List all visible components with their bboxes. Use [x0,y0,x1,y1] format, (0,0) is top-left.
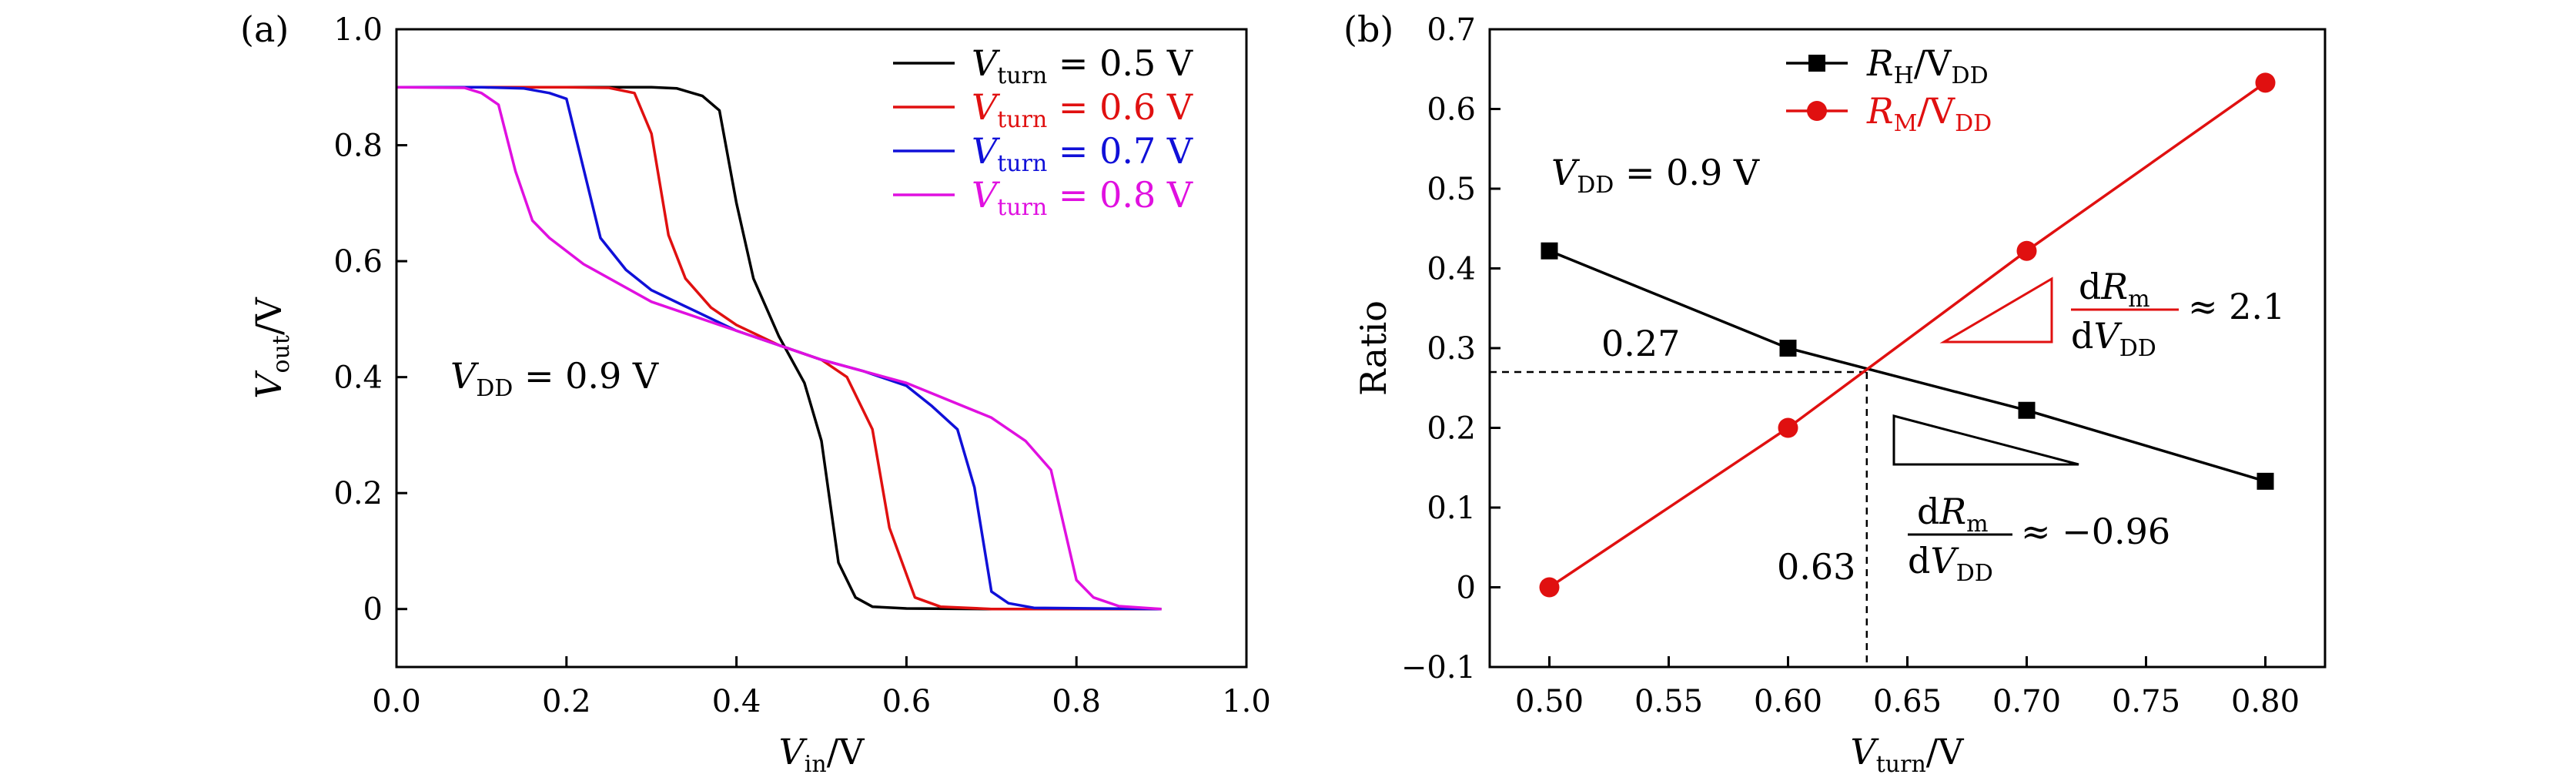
panel-b-xtick-label: 0.50 [1515,684,1584,719]
panel-b-point-square [2257,472,2274,490]
panel-b-series-line-1 [1548,250,2266,483]
panel-a: (a) 0.0 0.2 0.4 0.6 0.8 1.0 0 0.2 0.4 0.6 0.8 1.0 V… [240,8,1271,778]
panel-b-ytick-label: 0.4 [1427,252,1476,287]
panel-b-xtick-label: 0.65 [1873,684,1942,719]
panel-b-xtick-label: 0.55 [1634,684,1703,719]
panel-a-legend-entry: Vturn = 0.7 V [972,130,1193,177]
panel-b-ytick-label: 0.1 [1427,491,1476,526]
panel-b-point-square [1541,242,1558,260]
panel-b-legend-marker [1807,101,1827,121]
panel-b-ylabel: Ratio [1353,300,1394,396]
panel-b-xtick-label: 0.80 [2231,684,2300,719]
svg-text:dRm: dRm [1917,491,1989,538]
panel-a-legend-entry: Vturn = 0.5 V [972,42,1193,89]
panel-b-point-circle [1539,577,1560,598]
panel-a-ytick-label: 0.8 [333,129,383,164]
panel-b-ytick-label: 0.6 [1427,92,1476,128]
panel-a-xtick-label: 0.8 [1052,684,1101,719]
panel-a-series [396,85,1162,611]
panel-b-ytick-label: 0.5 [1427,172,1476,207]
panel-b-ytick-label: 0.7 [1427,12,1476,48]
panel-a-frame [395,28,1248,669]
panel-a-ytick-label: 0.4 [333,360,383,396]
panel-a-ylabel: Vout/V [248,297,295,399]
panel-b-crossing-x-label: 0.63 [1777,546,1855,588]
panel-a-xtick-label: 0.0 [372,684,421,719]
panel-a-ticks: 0.0 0.2 0.4 0.6 0.8 1.0 0 0.2 0.4 0.6 0.8 1.0 [333,12,1270,719]
panel-b-series-line-2 [1548,81,2267,588]
panel-b-point-circle [2016,240,2037,261]
panel-a-xlabel: Vin/V [779,731,865,778]
panel-a-vdd-annotation: VDD = 0.9 V [450,355,659,402]
panel-a-xtick-label: 0.2 [542,684,591,719]
panel-b-slope-triangle-black [1892,414,2079,466]
panel-a-label: (a) [240,8,289,50]
panel-b-ytick-label: −0.1 [1401,650,1476,685]
svg-text:dRm: dRm [2079,266,2150,313]
panel-b-slope-label-black: dRm dVDD ≈ −0.96 [1908,491,2170,587]
panel-b-series [1539,72,2276,598]
panel-a-ytick-label: 0.2 [333,476,383,511]
panel-b-ticks: 0.50 0.55 0.60 0.65 0.70 0.75 0.80 −0.1 0 0.1 0.2 0… [1401,12,2300,719]
panel-b-point-square [2018,401,2036,419]
panel-b-vdd-annotation: VDD = 0.9 V [1551,152,1760,199]
panel-b: (b) 0.50 0.55 0.60 0.65 0.70 0.75 0.80 −0.1 0 0.1… [1343,8,2327,778]
panel-b-slope-label-red: dRm dVDD ≈ 2.1 [2071,266,2285,362]
panel-a-series-line-1 [396,85,1162,611]
panel-b-crossing-guides [1490,370,1868,667]
panel-b-legend-entry: RH/VDD [1866,42,1989,89]
panel-a-ytick-label: 0.6 [333,244,383,280]
panel-b-xtick-label: 0.75 [2112,684,2180,719]
panel-a-xtick-label: 1.0 [1222,684,1271,719]
panel-b-slope-value-black: ≈ −0.96 [2021,511,2170,552]
panel-b-ytick-label: 0.3 [1427,331,1476,367]
panel-a-xtick-label: 0.4 [712,684,761,719]
panel-a-ytick-label: 0 [363,592,383,628]
panel-b-ytick-label: 0.2 [1427,411,1476,447]
panel-b-xtick-label: 0.70 [1992,684,2061,719]
panel-b-legend-marker [1808,55,1825,72]
panel-a-legend-entry: Vturn = 0.6 V [972,86,1193,133]
panel-a-xtick-label: 0.6 [882,684,932,719]
panel-b-slope-value-red: ≈ 2.1 [2188,286,2285,327]
panel-a-series-line-4 [396,85,1162,611]
panel-b-point-circle [2255,72,2276,93]
panel-b-point-circle [1778,417,1798,438]
svg-text:dVDD: dVDD [1908,540,1993,587]
panel-b-xlabel: Vturn/V [1851,731,1965,778]
panel-b-frame [1488,28,2327,669]
panel-b-crossing-y-label: 0.27 [1601,323,1680,364]
panel-a-series-line-2 [396,85,1162,611]
panel-b-legend-entry: RM/VDD [1866,90,1992,137]
panel-b-xtick-label: 0.60 [1754,684,1822,719]
panel-a-ytick-label: 1.0 [333,12,383,48]
panel-a-legend-entry: Vturn = 0.8 V [972,174,1193,221]
panel-b-slope-triangle-red [1939,277,2053,344]
panel-b-ytick-label: 0 [1457,571,1476,606]
panel-b-point-square [1779,340,1797,357]
svg-text:dVDD: dVDD [2071,315,2156,362]
panel-b-label: (b) [1343,8,1393,50]
